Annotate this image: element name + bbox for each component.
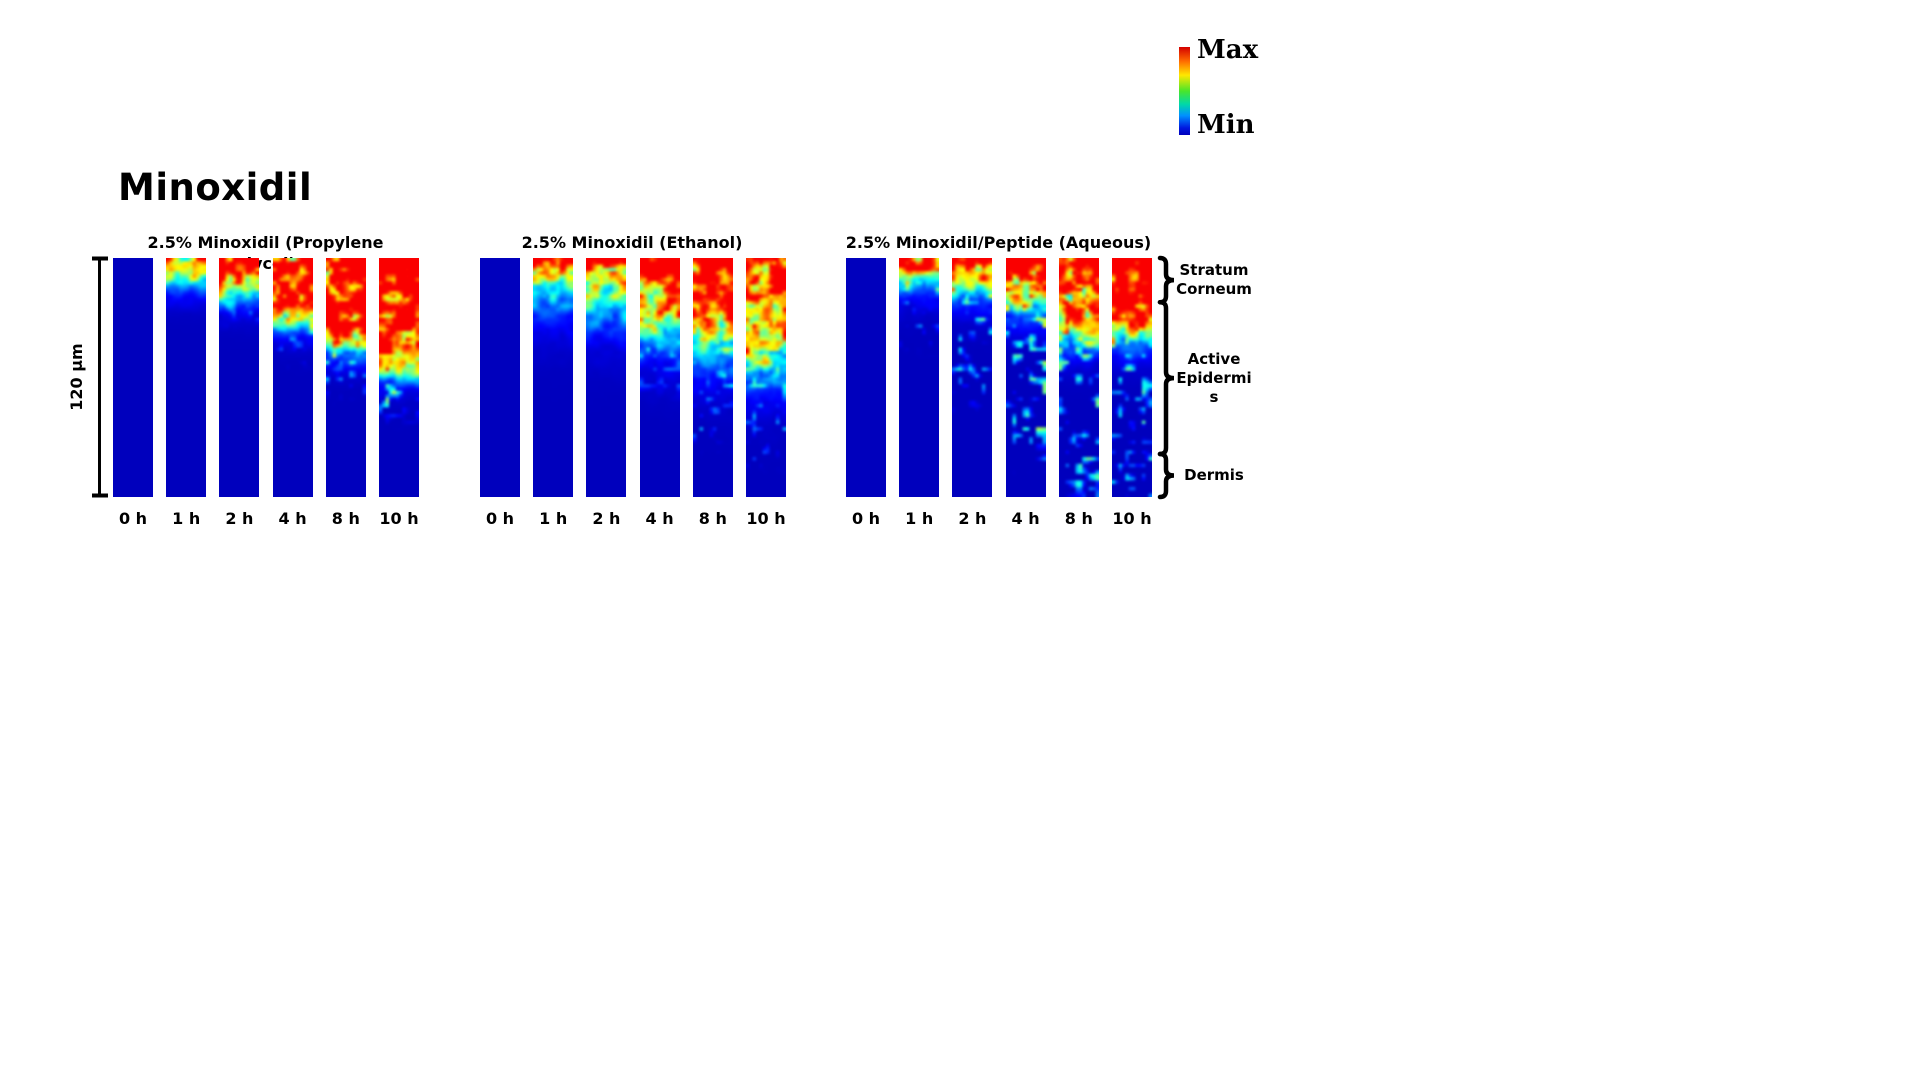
panel-title-line: 2.5% Minoxidil/Peptide (Aqueous) — [845, 233, 1152, 252]
time-label: 10 h — [379, 509, 419, 528]
heatmap-strip-4h — [1005, 258, 1046, 497]
time-label: 10 h — [1112, 509, 1152, 528]
panel-title: 2.5% Minoxidil/Peptide (Aqueous) — [819, 232, 1179, 253]
heatmap-strip-8h — [1058, 258, 1099, 497]
time-label: 0 h — [485, 509, 515, 528]
colorbar-gradient — [1179, 47, 1190, 135]
skin-layer-braces — [1157, 255, 1175, 500]
time-label: 10 h — [746, 509, 786, 528]
heatmap-strip-8h — [692, 258, 733, 497]
layer-label-line: Epidermi — [1176, 368, 1252, 387]
heatmap-strip-1h — [533, 258, 574, 497]
heatmap-strip-1h — [899, 258, 940, 497]
heatmap-strip-0h — [113, 258, 153, 497]
heatmap-strip-0h — [846, 258, 886, 497]
panel-title-line: 2.5% Minoxidil (Ethanol) — [521, 233, 743, 252]
layer-brace — [1157, 299, 1175, 457]
heatmap-strip-2h — [219, 258, 260, 497]
figure-title: Minoxidil — [118, 166, 313, 209]
layer-label-active-epidermis: Active Epidermi s — [1170, 350, 1258, 407]
depth-scalebar — [92, 256, 108, 498]
heatmap-strip-8h — [325, 258, 366, 497]
heatmap-strip-4h — [272, 258, 313, 497]
time-label: 8 h — [698, 509, 727, 528]
time-label: 8 h — [1064, 509, 1093, 528]
depth-scale-label: 120 μm — [67, 343, 86, 411]
time-label: 1 h — [172, 509, 201, 528]
heatmap-strip-2h — [952, 258, 993, 497]
layer-label-line: Dermis — [1184, 465, 1244, 484]
time-label: 4 h — [1011, 509, 1040, 528]
layer-brace — [1157, 451, 1175, 500]
layer-label-line: Active — [1187, 349, 1241, 368]
heatmap-strip-1h — [166, 258, 207, 497]
time-label: 1 h — [539, 509, 568, 528]
time-label: 4 h — [278, 509, 307, 528]
layer-label-dermis: Dermis — [1170, 466, 1258, 485]
layer-label-line: Stratum — [1179, 261, 1249, 280]
heatmap-strip-2h — [586, 258, 627, 497]
layer-brace — [1157, 255, 1175, 305]
time-label: 2 h — [958, 509, 987, 528]
time-label: 2 h — [225, 509, 254, 528]
colorbar-min-label: Min — [1197, 110, 1255, 140]
panel-title-line: 2.5% Minoxidil (Propylene — [147, 233, 384, 252]
layer-label-stratum-corneum: Stratum Corneum — [1170, 261, 1258, 299]
time-label: 4 h — [645, 509, 674, 528]
time-label: 0 h — [118, 509, 148, 528]
heatmap-strip-10h — [379, 258, 419, 497]
layer-label-line: Corneum — [1176, 280, 1252, 299]
colorbar-max-label: Max — [1197, 35, 1259, 65]
heatmap-strip-10h — [746, 258, 786, 497]
heatmap-strip-4h — [639, 258, 680, 497]
layer-label-line: s — [1209, 387, 1219, 406]
heatmap-strip-10h — [1112, 258, 1152, 497]
time-label: 8 h — [331, 509, 360, 528]
panel-title: 2.5% Minoxidil (Ethanol) — [452, 232, 812, 253]
time-label: 2 h — [592, 509, 621, 528]
time-label: 1 h — [905, 509, 934, 528]
time-label: 0 h — [851, 509, 881, 528]
heatmap-strip-0h — [480, 258, 520, 497]
